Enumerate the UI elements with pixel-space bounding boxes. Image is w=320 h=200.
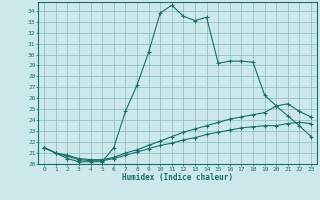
X-axis label: Humidex (Indice chaleur): Humidex (Indice chaleur)	[122, 173, 233, 182]
